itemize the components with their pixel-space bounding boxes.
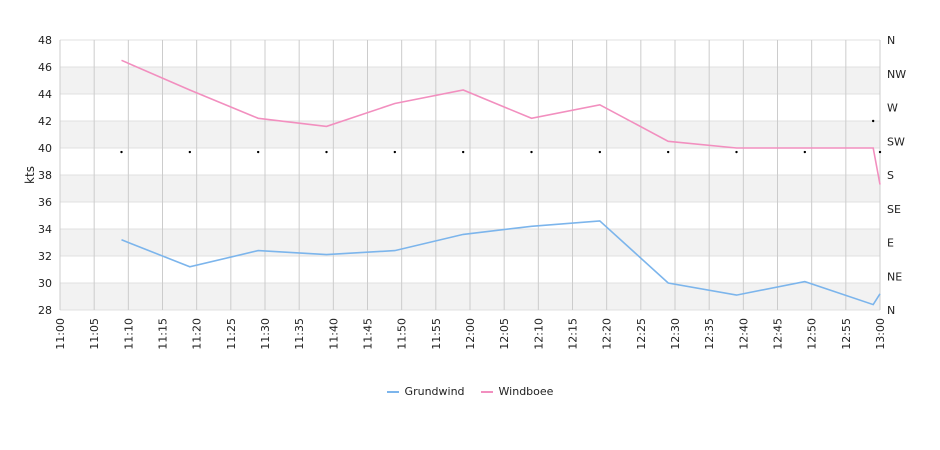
direction-marker	[188, 150, 192, 154]
legend-label-windboee: Windboee	[498, 385, 554, 398]
y-tick-label: 34	[38, 223, 52, 236]
y-tick-label: 48	[38, 34, 52, 47]
series-line-windboee	[121, 59, 881, 185]
x-tick-label: 11:35	[293, 318, 306, 350]
x-tick-label: 11:05	[88, 318, 101, 350]
x-tick-label: 12:25	[635, 318, 648, 350]
direction-marker	[878, 150, 882, 154]
x-tick-label: 13:00	[874, 318, 887, 350]
x-tick-label: 11:45	[362, 318, 375, 350]
x-tick-label: 12:15	[567, 318, 580, 350]
legend-item-grundwind[interactable]: Grundwind	[386, 385, 465, 398]
y2-axis-ticks: N NE E SE S SW W NW N	[887, 34, 906, 317]
y-axis-title: kts	[23, 166, 37, 184]
direction-marker	[530, 150, 533, 154]
y2-tick-label: W	[887, 102, 898, 115]
x-tick-label: 12:10	[532, 318, 545, 350]
x-tick-label: 11:55	[430, 318, 443, 350]
y2-tick-label: NE	[887, 270, 902, 283]
x-tick-label: 12:40	[737, 318, 750, 350]
y-tick-label: 38	[38, 169, 52, 182]
direction-marker	[325, 150, 328, 154]
x-tick-label: 11:00	[54, 318, 67, 350]
y-tick-label: 46	[38, 61, 52, 74]
x-tick-label: 12:30	[669, 318, 682, 350]
y2-tick-label: N	[887, 34, 895, 47]
x-tick-label: 12:35	[703, 318, 716, 350]
x-tick-label: 12:50	[806, 318, 819, 350]
y2-tick-label: SE	[887, 203, 901, 216]
legend-item-windboee[interactable]: Windboee	[480, 385, 554, 398]
y-axis-ticks: 28 30 32 34 36 38 40 42 44 46 48	[38, 34, 52, 317]
x-tick-label: 11:50	[396, 318, 409, 350]
y-tick-label: 42	[38, 115, 52, 128]
y2-tick-label: E	[887, 237, 894, 250]
legend-label-grundwind: Grundwind	[404, 385, 465, 398]
legend-swatch-grundwind	[386, 390, 399, 393]
direction-marker	[120, 150, 123, 154]
x-tick-label: 11:25	[225, 318, 238, 350]
x-tick-label: 11:10	[122, 318, 135, 350]
direction-marker	[256, 150, 260, 154]
y-tick-label: 30	[38, 277, 52, 290]
x-axis-ticks: 11:00 11:05 11:10 11:15 11:20 11:25 11:30 11:35…	[54, 318, 887, 350]
direction-marker	[598, 150, 602, 154]
direction-marker	[735, 150, 738, 154]
y-tick-label: 40	[38, 142, 52, 155]
x-tick-label: 12:45	[772, 318, 785, 350]
x-tick-label: 12:55	[840, 318, 853, 350]
legend: Grundwind Windboee	[0, 385, 940, 398]
x-tick-label: 12:00	[464, 318, 477, 350]
x-tick-label: 12:05	[498, 318, 511, 350]
y-tick-label: 28	[38, 304, 52, 317]
x-tick-label: 11:20	[191, 318, 204, 350]
x-tick-label: 11:15	[157, 318, 170, 350]
direction-marker	[461, 150, 465, 154]
direction-marker	[803, 150, 807, 154]
y2-tick-label: N	[887, 304, 895, 317]
direction-marker	[871, 119, 875, 123]
y-tick-label: 44	[38, 88, 52, 101]
x-tick-label: 11:40	[327, 318, 340, 350]
y-tick-label: 36	[38, 196, 52, 209]
legend-swatch-windboee	[480, 390, 493, 393]
direction-marker	[393, 150, 397, 154]
x-tick-label: 12:20	[601, 318, 614, 350]
y2-tick-label: S	[887, 169, 894, 182]
series-line-grundwind	[121, 220, 881, 306]
y-tick-label: 32	[38, 250, 52, 263]
series-lines	[121, 59, 881, 306]
y2-tick-label: NW	[887, 68, 906, 81]
direction-marker	[666, 150, 670, 154]
x-tick-label: 11:30	[259, 318, 272, 350]
direction-markers	[120, 119, 882, 154]
y2-tick-label: SW	[887, 135, 905, 148]
